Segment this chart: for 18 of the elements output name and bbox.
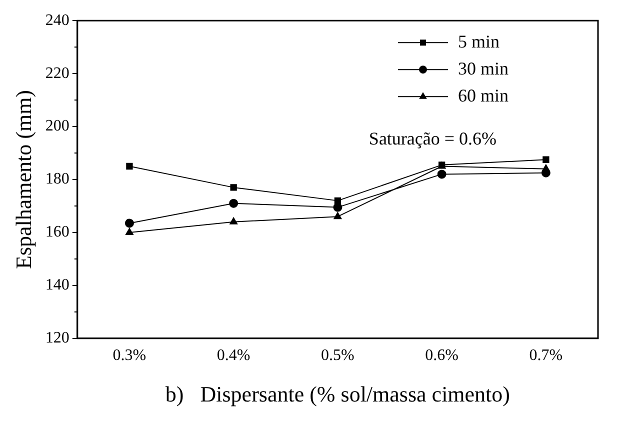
- x-tick-label: 0.4%: [216, 347, 250, 364]
- x-tick-label: 0.7%: [529, 347, 563, 364]
- y-tick-label: 160: [45, 224, 70, 241]
- legend-label: 5 min: [458, 31, 500, 52]
- x-tick-label: 0.3%: [112, 347, 146, 364]
- y-tick-label: 240: [45, 12, 70, 29]
- y-tick-label: 200: [45, 118, 70, 135]
- y-tick-label: 120: [45, 330, 70, 347]
- x-axis-title: b) Dispersante (% sol/massa cimento): [165, 382, 510, 407]
- x-tick-label: 0.5%: [321, 347, 354, 364]
- y-tick-label: 180: [45, 170, 70, 188]
- legend-label: 60 min: [458, 85, 509, 106]
- x-tick-label: 0.6%: [425, 347, 458, 364]
- y-tick-label: 220: [45, 64, 70, 82]
- y-axis-title: Espalhamento (mm): [10, 90, 36, 270]
- annotation: Saturação = 0.6%: [368, 128, 497, 149]
- legend-label: 30 min: [458, 58, 509, 78]
- y-tick-label: 140: [45, 276, 70, 294]
